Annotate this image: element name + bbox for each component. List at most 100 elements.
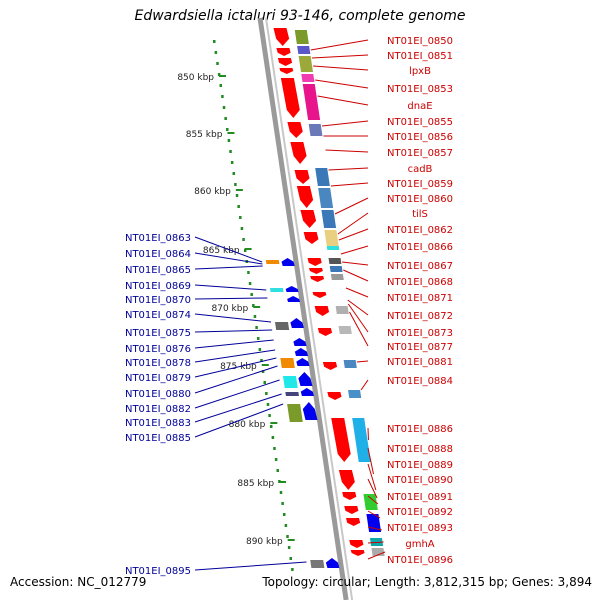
reverse-cog-box xyxy=(274,322,290,330)
ruler-dot xyxy=(255,326,258,329)
forward-gene-label: NT01EI_0871 xyxy=(387,293,453,304)
reverse-gene-label: NT01EI_0883 xyxy=(125,418,191,429)
forward-gene-label: NT01EI_0860 xyxy=(387,194,453,205)
forward-cog-box xyxy=(330,274,344,280)
forward-gene-label: NT01EI_0853 xyxy=(387,84,453,95)
forward-label-leader xyxy=(349,311,369,347)
forward-label-leader xyxy=(311,54,369,59)
forward-gene-label: NT01EI_0868 xyxy=(387,277,453,288)
ruler-dot xyxy=(269,425,273,428)
reverse-gene-label: NT01EI_0878 xyxy=(125,358,191,369)
reverse-gene-label: NT01EI_0879 xyxy=(125,373,191,384)
ruler-dot xyxy=(258,348,262,351)
forward-gene-label: NT01EI_0867 xyxy=(387,261,453,272)
forward-gene-arrow xyxy=(307,258,322,266)
forward-label-leader xyxy=(334,197,369,215)
ruler-dot xyxy=(219,84,223,87)
reverse-label-leader xyxy=(194,252,263,265)
forward-gene-label: NT01EI_0890 xyxy=(387,475,453,486)
forward-label-leader xyxy=(347,303,369,333)
ruler-dot xyxy=(283,513,286,516)
forward-label-leader xyxy=(337,212,369,235)
forward-cog-box xyxy=(297,46,311,54)
forward-gene-label: NT01EI_0873 xyxy=(387,328,453,339)
ruler-dot xyxy=(256,337,260,340)
forward-cog-box xyxy=(328,258,342,264)
reverse-gene-label: NT01EI_0895 xyxy=(125,566,191,577)
reverse-cog-box xyxy=(265,260,280,264)
forward-cog-box xyxy=(348,390,362,398)
forward-gene-arrow xyxy=(317,328,333,336)
forward-cog-box xyxy=(298,56,313,72)
ruler-label: 850 kbp xyxy=(177,73,214,83)
ruler-dot xyxy=(224,117,227,120)
ruler-label: 880 kbp xyxy=(229,420,266,430)
ruler-label: 865 kbp xyxy=(203,246,240,256)
reverse-label-leader xyxy=(194,561,307,571)
ruler-dot xyxy=(221,95,224,98)
reverse-gene-arrow xyxy=(281,258,295,266)
forward-gene-arrow xyxy=(296,186,314,208)
reverse-label-leader xyxy=(194,236,263,263)
forward-gene-arrow xyxy=(331,418,351,462)
forward-gene-arrow xyxy=(342,492,357,500)
ruler-dot xyxy=(289,557,293,560)
reverse-label-leader xyxy=(194,349,276,363)
forward-gene-arrow xyxy=(277,58,293,66)
ruler-dot xyxy=(286,535,289,538)
forward-gene-arrow xyxy=(344,506,359,514)
forward-cog-box xyxy=(318,188,334,208)
forward-gene-arrow xyxy=(346,518,361,526)
forward-cog-box xyxy=(329,266,343,272)
ruler-dot xyxy=(248,282,252,285)
reverse-gene-arrow xyxy=(294,348,309,356)
forward-cog-box xyxy=(321,210,337,228)
forward-label-leader xyxy=(367,551,386,560)
forward-label-leader xyxy=(330,182,369,187)
ruler-dot xyxy=(230,161,234,164)
reverse-gene-label: NT01EI_0870 xyxy=(125,295,191,306)
forward-gene-label: lpxB xyxy=(409,66,431,77)
ruler-dot xyxy=(273,447,276,450)
forward-gene-label: tilS xyxy=(412,209,428,220)
topology-summary: Topology: circular; Length: 3,812,315 bp… xyxy=(262,575,592,589)
forward-cog-box xyxy=(335,306,349,314)
forward-label-leader xyxy=(356,360,369,363)
forward-label-leader xyxy=(367,478,378,499)
ruler-dot xyxy=(281,502,284,505)
ruler-label: 885 kbp xyxy=(237,479,274,489)
forward-cog-box xyxy=(308,124,323,136)
forward-gene-arrow xyxy=(349,540,364,548)
ruler-label: 870 kbp xyxy=(212,304,249,314)
forward-cog-box xyxy=(294,30,309,44)
forward-gene-arrow xyxy=(280,78,300,118)
reverse-label-leader xyxy=(194,339,274,349)
reverse-label-leader xyxy=(194,284,267,291)
forward-gene-label: NT01EI_0886 xyxy=(387,424,453,435)
forward-gene-arrow xyxy=(338,470,355,490)
forward-gene-label: NT01EI_0896 xyxy=(387,555,453,566)
forward-gene-arrow xyxy=(322,362,338,370)
forward-label-leader xyxy=(347,299,369,316)
reverse-gene-arrow xyxy=(298,372,313,386)
reverse-gene-label: NT01EI_0885 xyxy=(125,433,191,444)
reverse-label-leader xyxy=(194,265,263,270)
reverse-label-leader xyxy=(194,357,277,378)
forward-label-leader xyxy=(367,541,384,544)
forward-gene-arrow xyxy=(287,122,303,138)
ruler-dot xyxy=(271,436,275,439)
ruler-dot xyxy=(226,128,229,131)
reverse-label-leader xyxy=(194,403,284,438)
forward-gene-label: NT01EI_0862 xyxy=(387,225,453,236)
ruler-dot xyxy=(250,293,253,296)
forward-label-leader xyxy=(345,287,369,298)
ruler-dot xyxy=(291,568,294,571)
forward-gene-arrow xyxy=(309,268,323,274)
forward-gene-label: NT01EI_0889 xyxy=(387,460,453,471)
ruler-dot xyxy=(222,106,226,109)
forward-gene-label: NT01EI_0850 xyxy=(387,36,453,47)
ruler-dot xyxy=(247,271,250,274)
ruler-dot xyxy=(242,238,245,241)
forward-cog-box xyxy=(301,74,315,82)
